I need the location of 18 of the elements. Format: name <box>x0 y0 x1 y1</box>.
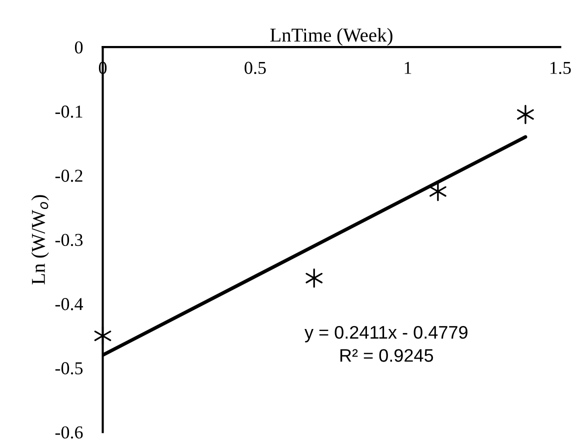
point <box>517 104 534 124</box>
y-tick-label: -0.4 <box>55 298 84 310</box>
annotation: R² = 0.9245 <box>340 349 434 362</box>
y-tick-label: -0.1 <box>55 106 82 118</box>
point <box>306 268 323 288</box>
annotation: y = 0.2411x - 0.4779 <box>304 326 468 342</box>
y-tick-label: -0.3 <box>55 234 83 246</box>
x-tick-label: 1.5 <box>550 62 571 74</box>
y-tick-label: -0.6 <box>55 426 83 439</box>
y-axis-title: Ln (W/W$_{o}$) <box>31 195 49 284</box>
point <box>94 326 112 346</box>
x-tick-label: 0.5 <box>244 62 266 74</box>
y-tick-label: 0 <box>74 41 83 54</box>
point <box>429 182 446 202</box>
y-tick-label: -0.5 <box>55 362 83 374</box>
y-tick-label: -0.2 <box>55 170 82 182</box>
x-axis-title: LnTime (Week) <box>270 28 392 46</box>
x-tick-label: 1 <box>404 62 412 74</box>
